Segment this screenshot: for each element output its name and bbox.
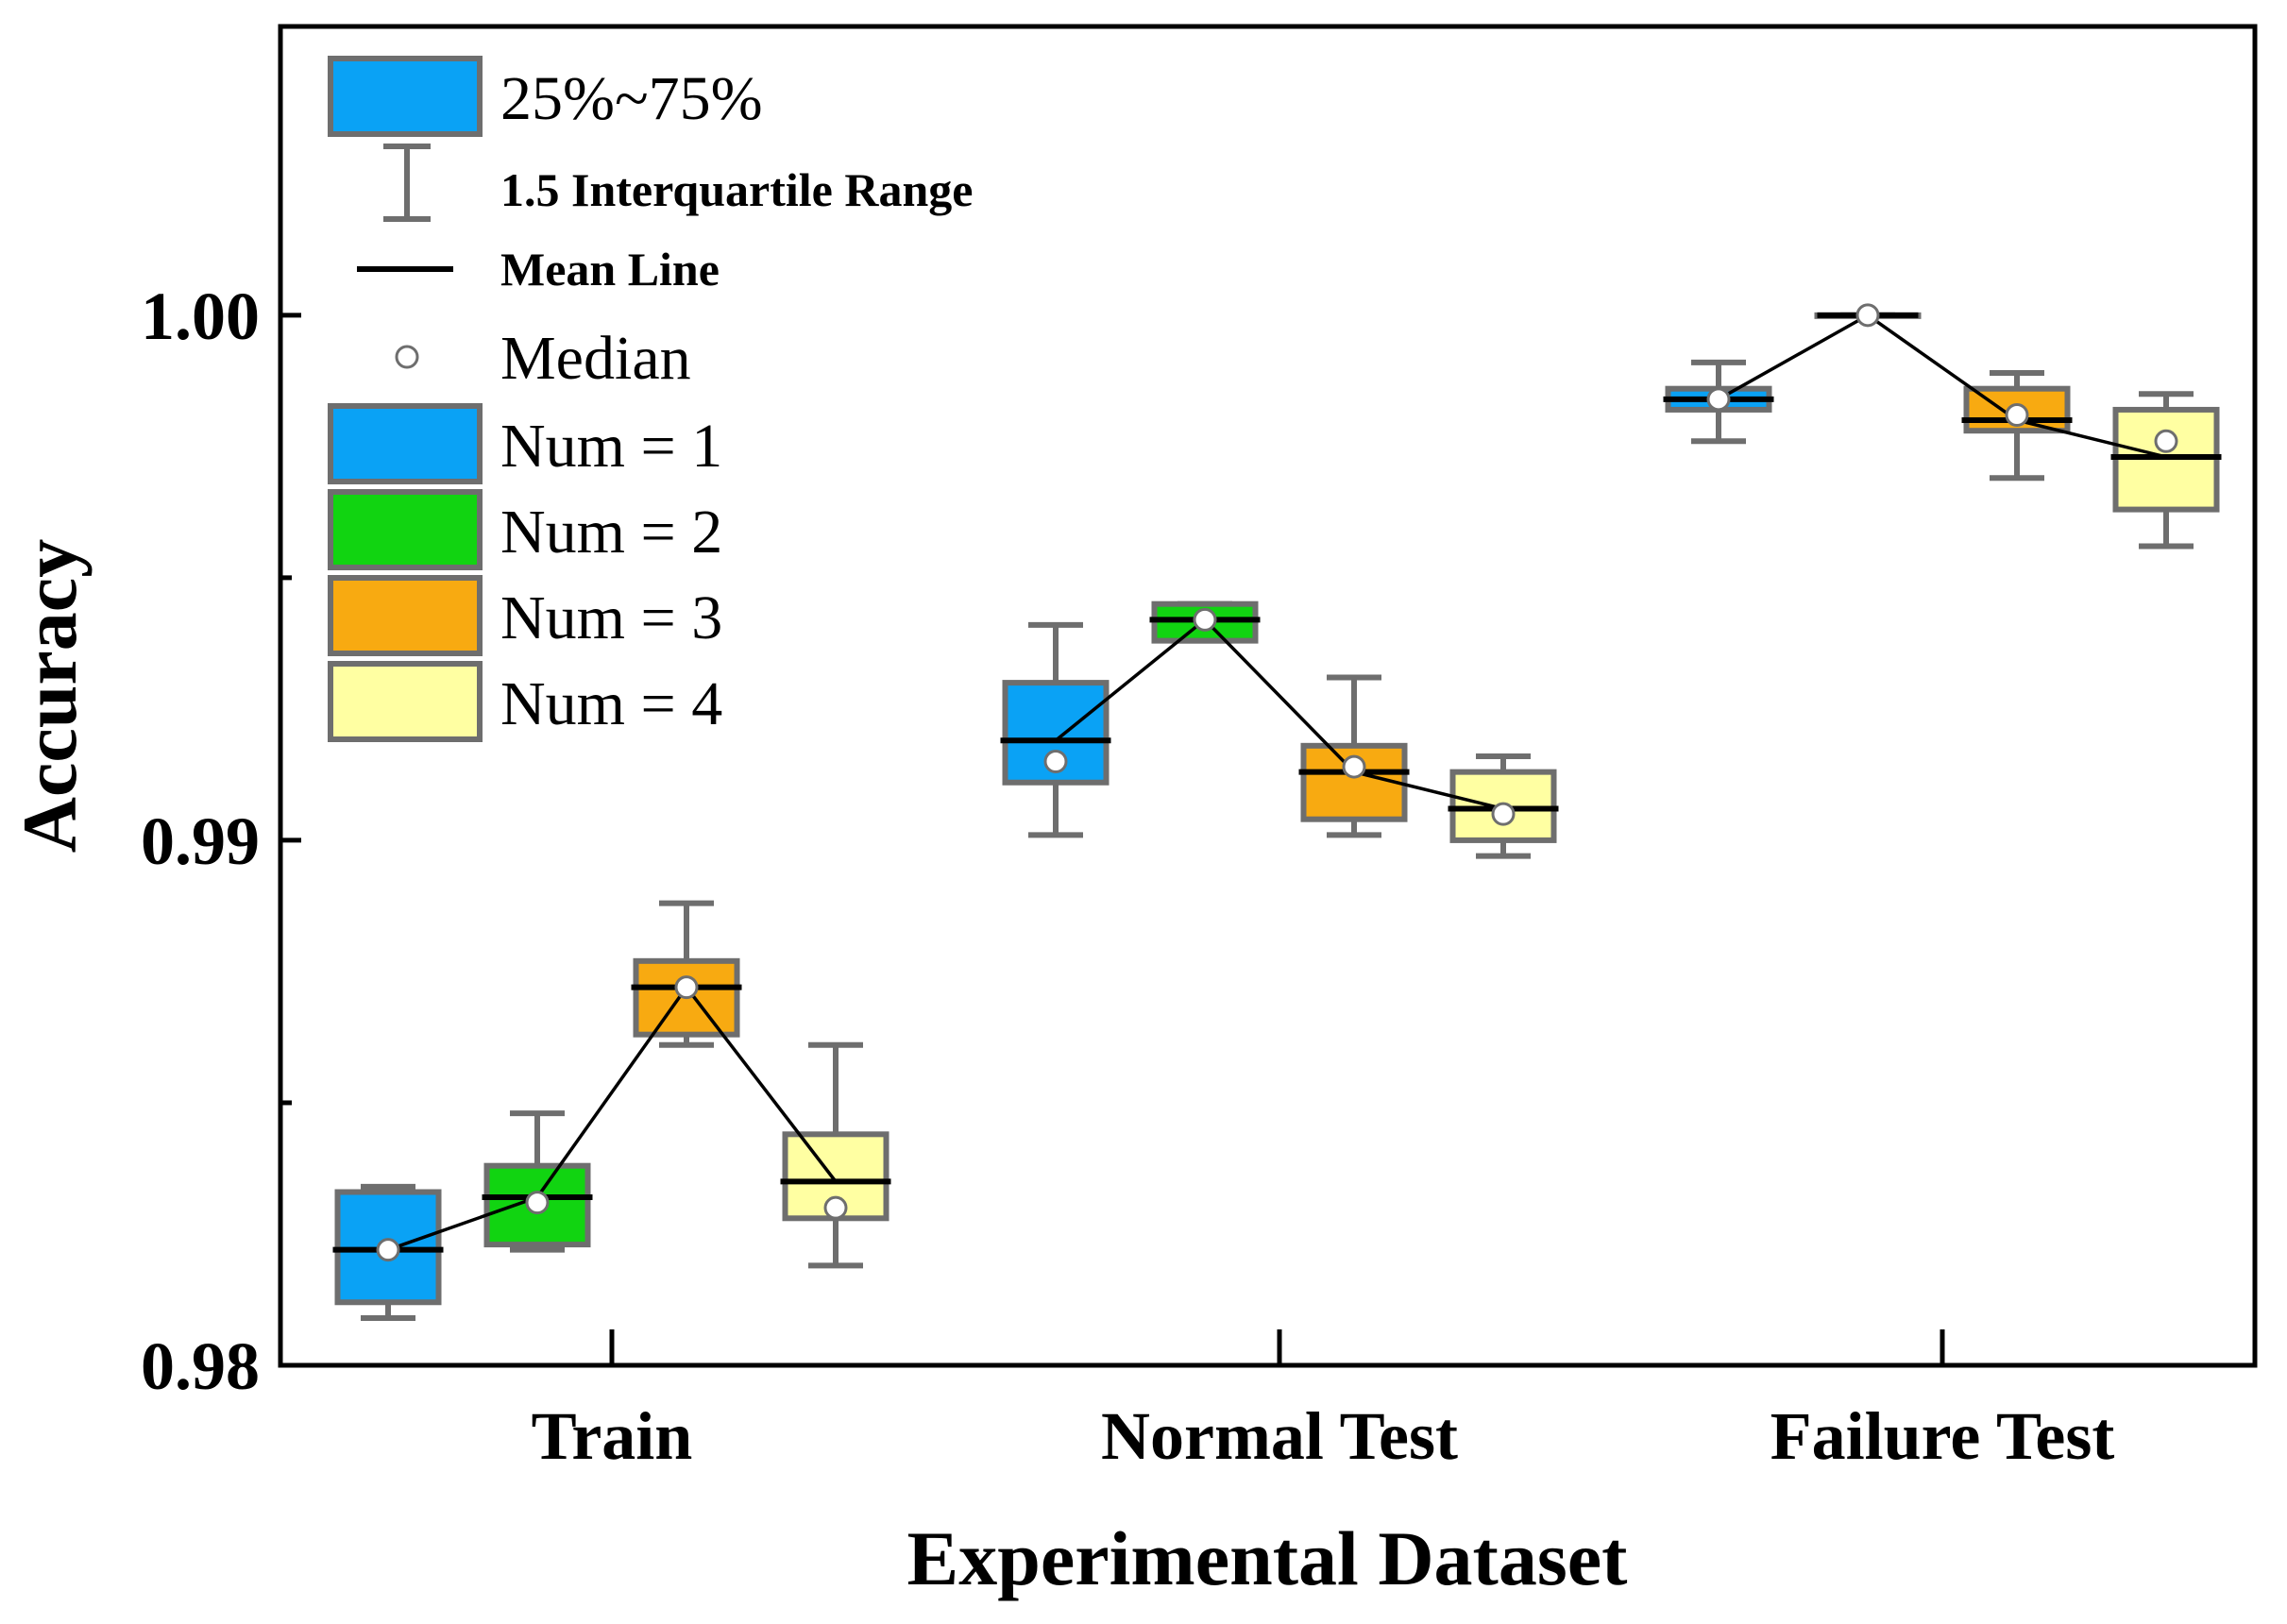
x-axis-title: Experimental Dataset [907,1515,1628,1601]
legend-median-label: Median [500,324,691,393]
y-tick-label: 0.99 [141,804,260,879]
median-marker [2005,402,2029,427]
box-1-2 [1002,621,1110,838]
median-marker [674,975,699,1000]
median-marker [376,1238,400,1262]
y-axis-title: Accuracy [7,539,93,853]
x-tick-label: Failure Test [1770,1398,2115,1474]
box-4-3 [2112,391,2220,550]
median-marker [525,1191,550,1215]
legend-swatch-num-2 [328,489,483,570]
box-4-1 [782,1041,889,1269]
legend: 25%~75% 1.5 Interquartile Range Mean Lin… [328,56,973,742]
plot-area [332,303,2222,1321]
mean-connector [1718,313,1869,401]
mean-connector [1203,618,1356,773]
axes: 0.98 0.99 1.00 Train Normal Test Failure Test [141,279,2114,1474]
legend-swatch-num-1 [328,403,483,484]
median-marker [1342,754,1366,779]
median-marker [1855,303,1880,328]
median-marker [1706,387,1731,412]
legend-median-marker [395,345,419,369]
mean-connector [387,1195,538,1252]
legend-label-num-4: Num = 4 [500,669,722,738]
legend-range-symbol [383,144,431,222]
median-marker [1043,750,1068,774]
median-marker [2154,429,2178,453]
box-3-1 [633,900,740,1048]
legend-mean-label: Mean Line [500,243,720,296]
mean-connector [685,986,838,1183]
median-marker [1491,802,1516,826]
legend-label-num-3: Num = 3 [500,584,722,652]
box-2-1 [483,1110,591,1253]
plot-frame [278,24,2258,1368]
x-tick-label: Train [532,1398,693,1474]
legend-swatch-num-3 [328,575,483,656]
mean-connector [2016,418,2167,459]
median-marker [823,1195,848,1220]
legend-swatch-num-4 [328,661,483,742]
legend-label-num-2: Num = 2 [500,498,722,567]
x-tick-label: Normal Test [1101,1398,1458,1474]
legend-iqr-label: 25%~75% [500,64,763,133]
y-tick-label: 1.00 [141,279,260,354]
legend-range-label: 1.5 Interquartile Range [500,163,973,216]
mean-connector [535,986,688,1199]
mean-connector [1866,313,2019,422]
mean-connector [1054,618,1207,742]
legend-series: Num = 1 Num = 2 Num = 3 Num = 4 [328,403,722,742]
y-tick-label: 0.98 [141,1328,260,1404]
legend-label-num-1: Num = 1 [500,412,722,481]
legend-iqr-swatch [328,56,483,137]
mean-connector [1353,770,1504,811]
median-marker [1193,607,1217,632]
